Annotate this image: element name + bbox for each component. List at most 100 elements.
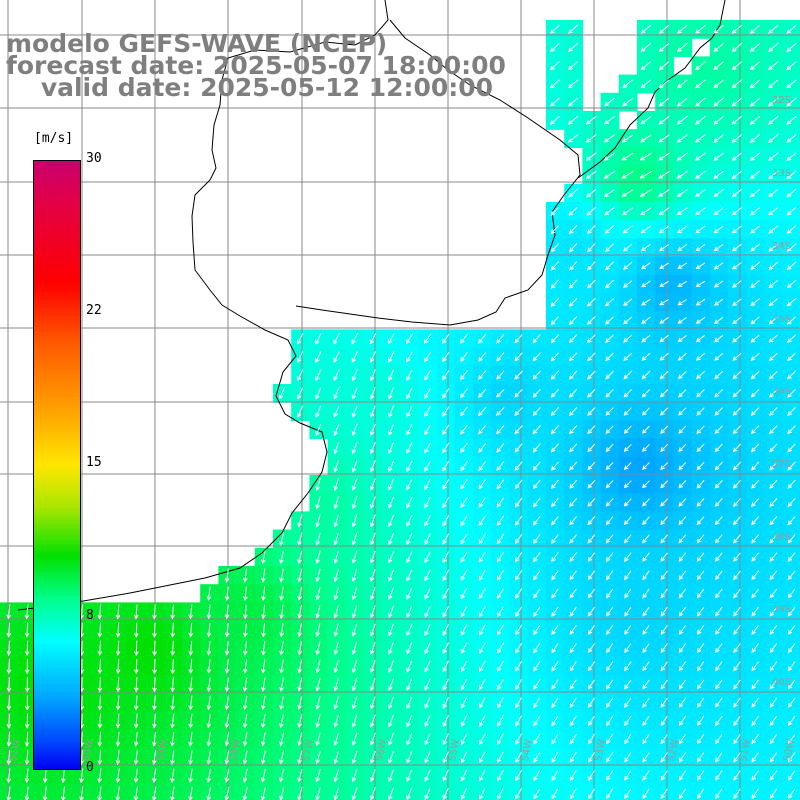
wind-arrow — [369, 514, 376, 528]
wind-arrow — [768, 280, 779, 289]
wind-arrow — [695, 115, 706, 125]
wind-arrow — [587, 733, 595, 745]
wind-arrow — [115, 658, 121, 675]
wind-arrow — [242, 732, 248, 747]
wind-arrow — [460, 551, 468, 563]
wind-arrow — [587, 370, 596, 380]
wind-arrow — [787, 570, 796, 581]
wind-arrow — [568, 188, 578, 198]
wind-arrow — [151, 786, 157, 800]
wind-arrow — [406, 569, 413, 582]
wind-arrow — [587, 715, 595, 727]
wind-arrow — [714, 516, 723, 526]
wind-arrow — [533, 715, 541, 727]
wind-arrow — [587, 516, 596, 526]
wind-arrow — [731, 262, 742, 270]
wind-arrow — [478, 497, 486, 508]
wind-arrow — [6, 695, 12, 711]
wind-arrow — [460, 533, 468, 545]
wind-arrow — [315, 641, 321, 656]
wind-arrow — [751, 552, 759, 562]
wind-arrow — [115, 695, 121, 711]
wind-arrow — [315, 532, 321, 546]
wind-arrow — [243, 586, 248, 602]
wind-arrow — [751, 697, 759, 708]
wind-arrow — [713, 280, 724, 288]
wind-arrow — [406, 587, 413, 600]
wind-arrow — [551, 733, 559, 745]
wind-arrow — [660, 734, 668, 745]
wind-arrow — [658, 79, 670, 89]
wind-arrow — [659, 389, 669, 398]
wind-arrow — [369, 369, 376, 382]
wind-arrow — [660, 625, 668, 635]
wind-arrow — [587, 461, 596, 471]
wind-arrow — [603, 188, 615, 197]
wind-arrow — [442, 769, 449, 782]
wind-arrow — [297, 568, 303, 583]
wind-arrow — [749, 170, 761, 180]
wind-arrow — [515, 570, 523, 581]
wind-arrow — [642, 462, 650, 471]
wind-arrow — [731, 61, 743, 71]
wind-arrow — [696, 516, 705, 526]
wind-arrow — [695, 188, 706, 198]
wind-arrow — [678, 480, 687, 489]
wind-arrow — [279, 568, 284, 583]
wind-arrow — [678, 498, 687, 507]
wind-arrow — [496, 570, 504, 581]
wind-arrow — [460, 388, 468, 399]
wind-arrow — [786, 316, 797, 325]
wind-arrow — [133, 695, 139, 711]
wind-arrow — [406, 460, 413, 473]
wind-arrow — [786, 134, 797, 143]
wind-arrow — [97, 768, 103, 784]
wind-arrow — [496, 407, 505, 416]
wind-arrow — [586, 224, 596, 235]
wind-arrow — [622, 243, 633, 252]
wind-arrow — [550, 24, 560, 34]
wind-arrow — [786, 24, 797, 34]
wind-arrow — [388, 587, 394, 600]
wind-arrow — [424, 660, 431, 673]
wind-arrow — [751, 625, 759, 635]
wind-arrow — [768, 207, 779, 216]
wind-arrow — [151, 731, 157, 747]
wind-arrow — [768, 42, 779, 52]
wind-arrow — [569, 643, 577, 654]
wind-arrow — [424, 460, 431, 472]
wind-arrow — [460, 678, 468, 691]
wind-arrow — [640, 262, 651, 270]
wind-arrow — [768, 97, 779, 107]
wind-arrow — [406, 405, 413, 418]
wind-arrow — [406, 369, 413, 382]
longitude-labels: 61W 60W 59W 58W 57W 56W 55W 54W 53W 52W 51W 50W — [8, 738, 797, 762]
wind-arrow — [697, 734, 705, 745]
wind-arrow — [424, 569, 431, 582]
wind-arrow — [315, 550, 321, 565]
wind-arrow — [678, 788, 687, 800]
wind-arrow — [768, 61, 779, 71]
wind-arrow — [586, 297, 596, 307]
wind-arrow — [97, 713, 103, 729]
wind-arrow — [406, 769, 413, 782]
wind-arrow — [423, 333, 432, 344]
wind-arrow — [551, 643, 559, 654]
wind-arrow — [224, 713, 230, 729]
wind-arrow — [315, 477, 321, 492]
wind-arrow — [715, 625, 723, 635]
wind-arrow — [170, 713, 175, 729]
wind-arrow — [786, 298, 797, 307]
wind-arrow — [569, 425, 578, 435]
wind-arrow — [695, 134, 706, 143]
wind-arrow — [97, 604, 103, 620]
wind-arrow — [497, 679, 504, 691]
wind-arrow — [732, 280, 742, 288]
wind-arrow — [514, 461, 523, 471]
wind-arrow — [515, 733, 522, 745]
lon-label: 51W — [738, 738, 753, 762]
wind-arrow — [333, 496, 339, 510]
wind-arrow — [533, 588, 541, 599]
wind-arrow — [442, 587, 450, 600]
wind-arrow — [170, 677, 175, 693]
